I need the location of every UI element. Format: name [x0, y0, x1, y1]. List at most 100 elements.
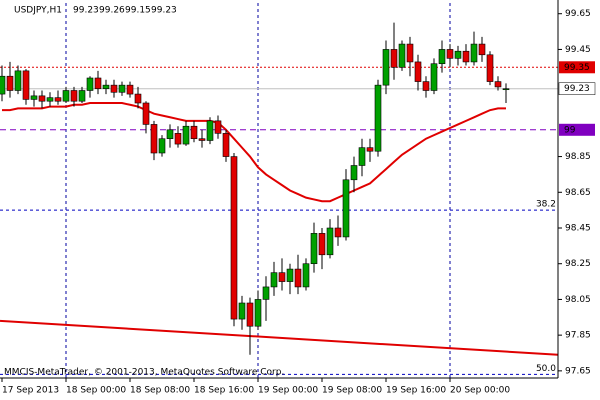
- candle-body: [414, 61, 422, 82]
- candle-body: [358, 147, 366, 166]
- header-high: 99.26: [99, 6, 125, 16]
- x-tick-label: 18 Sep 08:00: [130, 386, 190, 396]
- candle-body: [38, 95, 46, 102]
- fib-label: 38.2: [536, 200, 556, 210]
- candle-body: [110, 84, 118, 93]
- candle-body: [30, 95, 38, 100]
- candle-body: [46, 97, 54, 102]
- y-tick-label: 97.65: [565, 366, 591, 376]
- x-tick-label: 18 Sep 00:00: [66, 386, 126, 396]
- candle-body: [118, 84, 126, 93]
- candle-body: [294, 268, 302, 288]
- candle-body: [430, 63, 438, 91]
- candle-body: [78, 90, 86, 102]
- candle-body: [318, 233, 326, 256]
- candle-body: [374, 84, 382, 152]
- candle-body: [6, 75, 14, 91]
- x-tick-label: 19 Sep 08:00: [322, 386, 382, 396]
- candle-body: [454, 50, 462, 59]
- candle-body: [342, 179, 350, 238]
- candle-body: [126, 84, 134, 95]
- candle-body: [150, 124, 158, 154]
- header-close: 99.23: [151, 6, 177, 16]
- candle-body: [382, 49, 390, 86]
- candle-body: [174, 133, 182, 145]
- candle-body: [278, 272, 286, 282]
- candle-body: [398, 43, 406, 68]
- candle-body: [462, 50, 470, 63]
- x-tick-label: 18 Sep 16:00: [194, 386, 254, 396]
- candle-body: [270, 272, 278, 288]
- candle-body: [102, 84, 110, 90]
- level-box: [559, 123, 595, 136]
- candle-body: [206, 120, 214, 141]
- y-tick-label: 98.45: [565, 224, 591, 234]
- chart-title: USDJPY,H1: [14, 6, 62, 16]
- trendline: [0, 319, 559, 356]
- candle-body: [222, 133, 230, 157]
- current-price-label: 99.23: [564, 84, 590, 94]
- candle-body: [254, 299, 262, 327]
- y-tick-label: 97.85: [565, 331, 591, 341]
- candle-body: [422, 81, 430, 91]
- candle-body: [478, 43, 486, 56]
- candle-body: [470, 43, 478, 63]
- candle-body: [54, 97, 62, 102]
- y-tick-label: 98.05: [565, 295, 591, 305]
- y-tick-label: 98.85: [565, 152, 591, 162]
- candle-body: [438, 49, 446, 65]
- candle-body: [198, 138, 206, 141]
- candle-body: [366, 147, 374, 152]
- candle-body: [166, 129, 174, 140]
- x-tick-label: 20 Sep 00:00: [450, 386, 510, 396]
- header-open: 99.23: [73, 6, 99, 16]
- candle-body: [0, 75, 6, 95]
- candle-body: [14, 70, 22, 91]
- y-tick-label: 99.65: [565, 9, 591, 19]
- candle-body: [310, 233, 318, 265]
- moving-average: [2, 102, 506, 203]
- watermark: MMCIS-MetaTrader, © 2001-2013, MetaQuote…: [4, 368, 284, 378]
- candle-body: [334, 227, 342, 238]
- candle-body: [86, 77, 94, 91]
- level-label: 99.35: [564, 63, 590, 73]
- candle-body: [286, 268, 294, 282]
- candle-body: [238, 302, 246, 320]
- y-tick-label: 98.25: [565, 259, 591, 269]
- x-tick-label: 19 Sep 16:00: [386, 386, 446, 396]
- candle-body: [486, 54, 494, 82]
- candle-body: [142, 102, 150, 125]
- candle-body: [406, 43, 414, 63]
- x-tick-label: 19 Sep 00:00: [258, 386, 318, 396]
- candle-body: [390, 49, 398, 68]
- candle-body: [230, 156, 238, 320]
- candle-body: [262, 286, 270, 300]
- candle-body: [22, 70, 30, 100]
- x-tick-label: 17 Sep 2013: [2, 386, 59, 396]
- candle-body: [70, 90, 78, 102]
- candle-body: [62, 90, 70, 102]
- candle-body: [350, 165, 358, 181]
- y-tick-label: 99.45: [565, 45, 591, 55]
- candle-body: [246, 302, 254, 327]
- candle-body: [326, 227, 334, 256]
- candle-body: [190, 125, 198, 140]
- candle-body: [214, 120, 222, 134]
- candle-body: [302, 263, 310, 288]
- fib-label: 50.0: [536, 364, 556, 374]
- candle-body: [446, 49, 454, 59]
- candle-body: [494, 81, 502, 88]
- candle-body: [182, 125, 190, 145]
- candle-body: [134, 93, 142, 104]
- candle-body: [502, 88, 510, 91]
- candle-body: [158, 138, 166, 154]
- candle-body: [94, 77, 102, 90]
- level-box: [559, 61, 595, 74]
- current-price-box: [558, 82, 596, 95]
- header-low: 99.15: [125, 6, 151, 16]
- y-tick-label: 98.65: [565, 188, 591, 198]
- level-label: 99: [564, 125, 576, 135]
